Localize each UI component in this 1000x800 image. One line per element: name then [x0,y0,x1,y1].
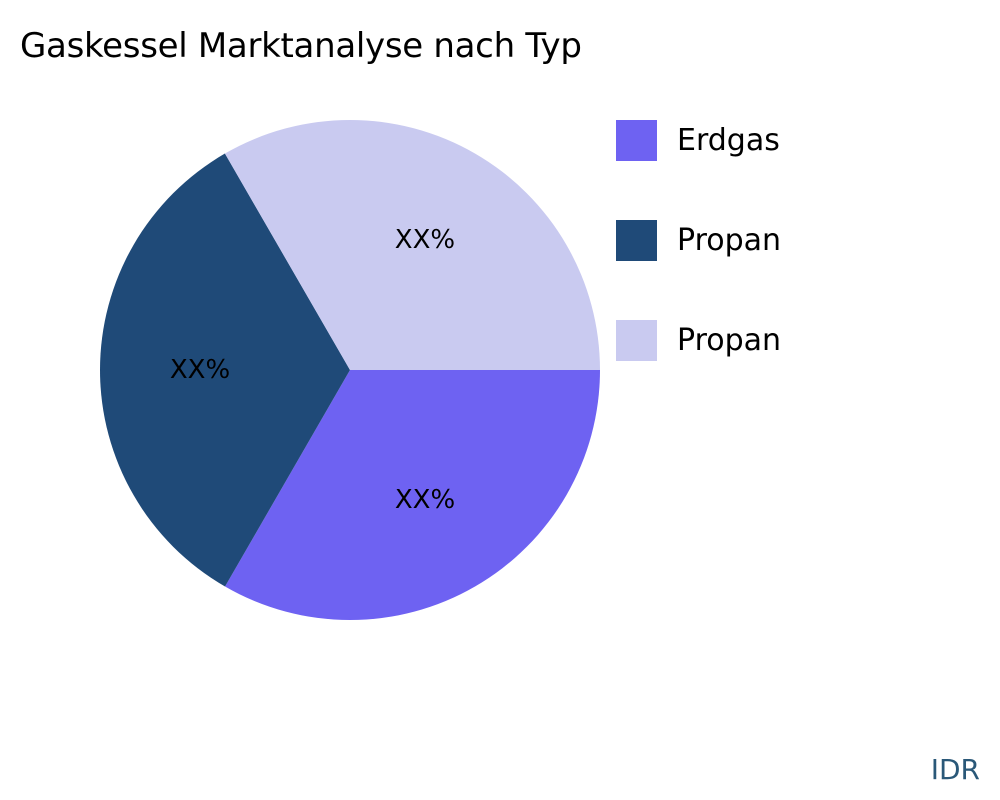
watermark-logo: IDR [930,753,980,786]
slice-data-label-1: XX% [395,485,455,515]
legend-swatch [616,319,657,361]
pie-slice-2 [100,153,350,587]
legend-swatch [616,119,657,161]
legend-item-1: Erdgas [616,119,781,161]
legend-label: Erdgas [677,122,780,158]
legend-swatch [616,219,657,261]
slice-data-label-2: XX% [170,355,230,385]
legend-item-2: Propan [616,219,782,261]
legend-label: Propan [677,222,782,258]
pie-slice-3 [224,119,601,371]
pie-slice-1 [225,370,600,621]
legend-label: Propan [677,322,782,358]
legend: Erdgas Propan Propan [616,119,782,420]
chart-title: Gaskessel Marktanalyse nach Typ [20,26,582,66]
slice-data-label-3: XX% [395,225,455,255]
legend-item-3: Propan [616,319,782,361]
